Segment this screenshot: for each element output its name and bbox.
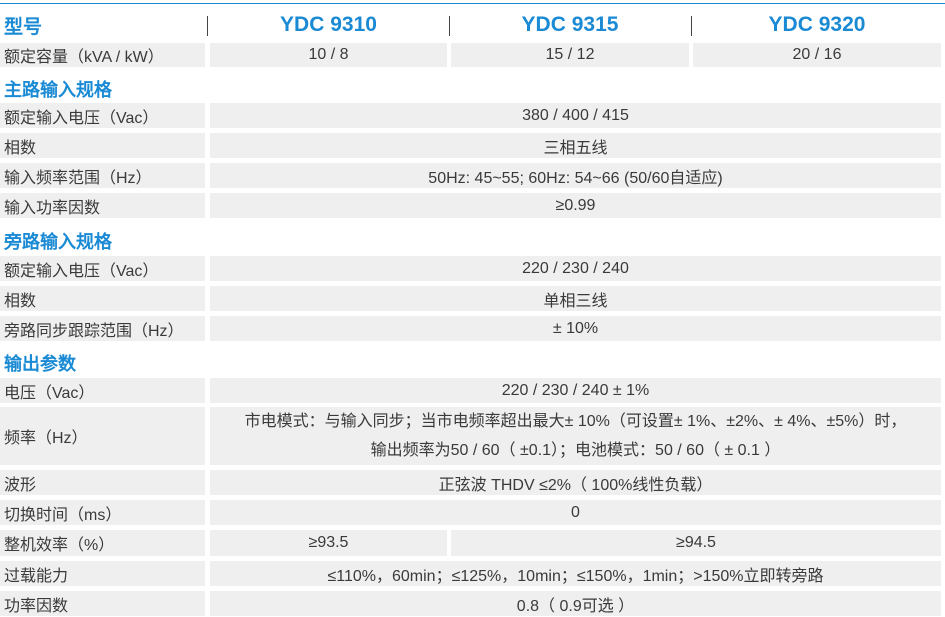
row-value: 正弦波 THDV ≤2%（ 100%线性负载） <box>210 470 941 495</box>
row-label: 输入频率范围（Hz） <box>0 163 205 188</box>
section-title: 旁路输入规格 <box>4 232 112 252</box>
row-value: 0 <box>210 500 941 525</box>
table-row: 频率（Hz） 市电模式：与输入同步；当市电频率超出最大± 10%（可设置± 1%… <box>0 407 945 465</box>
table-row: 额定输入电压（Vac） 380 / 400 / 415 <box>0 103 945 128</box>
row-label: 额定输入电压（Vac） <box>0 256 205 281</box>
model-label: 型号 <box>0 10 205 40</box>
header-row: 型号 YDC 9310 YDC 9315 YDC 9320 <box>0 10 945 40</box>
divider <box>449 16 450 36</box>
value-line: 市电模式：与输入同步；当市电频率超出最大± 10%（可设置± 1%、±2%、± … <box>244 413 907 430</box>
row-value: 市电模式：与输入同步；当市电频率超出最大± 10%（可设置± 1%、±2%、± … <box>210 407 941 465</box>
row-value: 三相五线 <box>210 133 941 158</box>
table-row: 功率因数 0.8（ 0.9可选 ） <box>0 591 945 616</box>
table-row: 相数 单相三线 <box>0 286 945 311</box>
row-label: 相数 <box>0 133 205 158</box>
row-label: 过载能力 <box>0 561 205 586</box>
model-name: YDC 9320 <box>693 10 941 40</box>
value-line: 输出频率为50 / 60（ ±0.1）；电池模式：50 / 60（ ± 0.1 … <box>370 442 781 459</box>
row-value: 50Hz: 45~55; 60Hz: 54~66 (50/60自适应) <box>210 163 941 188</box>
row-label: 切换时间（ms） <box>0 500 205 525</box>
row-label: 频率（Hz） <box>0 407 205 465</box>
row-label: 整机效率（%） <box>0 530 205 556</box>
row-value: ± 10% <box>210 316 941 341</box>
row-label: 旁路同步跟踪范围（Hz） <box>0 316 205 341</box>
table-row: 过载能力 ≤110%，60min；≤125%，10min；≤150%，1min；… <box>0 561 945 586</box>
row-value: ≥93.5 <box>210 530 447 556</box>
row-label: 波形 <box>0 470 205 495</box>
table-row: 旁路同步跟踪范围（Hz） ± 10% <box>0 316 945 341</box>
table-row: 输入功率因数 ≥0.99 <box>0 193 945 218</box>
table-row: 电压（Vac） 220 / 230 / 240 ± 1% <box>0 378 945 403</box>
model-name: YDC 9310 <box>210 10 447 40</box>
table-row: 输入频率范围（Hz） 50Hz: 45~55; 60Hz: 54~66 (50/… <box>0 163 945 188</box>
table-row: 额定输入电压（Vac） 220 / 230 / 240 <box>0 256 945 281</box>
table-row: 波形 正弦波 THDV ≤2%（ 100%线性负载） <box>0 470 945 495</box>
row-value: ≥94.5 <box>451 530 941 556</box>
row-value: 10 / 8 <box>210 43 447 67</box>
model-name: YDC 9315 <box>451 10 689 40</box>
row-label: 电压（Vac） <box>0 378 205 403</box>
top-rule <box>0 3 945 4</box>
row-value: 15 / 12 <box>451 43 689 67</box>
row-value: 0.8（ 0.9可选 ） <box>210 591 941 616</box>
row-value: 20 / 16 <box>693 43 941 67</box>
divider <box>207 16 208 36</box>
divider <box>691 16 692 36</box>
row-label: 输入功率因数 <box>0 193 205 218</box>
row-label: 功率因数 <box>0 591 205 616</box>
table-row: 额定容量（kVA / kW） 10 / 8 15 / 12 20 / 16 <box>0 43 945 67</box>
row-value: ≤110%，60min；≤125%，10min；≤150%，1min；>150%… <box>210 561 941 586</box>
row-value: 380 / 400 / 415 <box>210 103 941 128</box>
row-label: 额定输入电压（Vac） <box>0 103 205 128</box>
row-label: 相数 <box>0 286 205 311</box>
row-value: ≥0.99 <box>210 193 941 218</box>
row-label: 额定容量（kVA / kW） <box>0 43 205 67</box>
row-value: 220 / 230 / 240 ± 1% <box>210 378 941 403</box>
table-row: 相数 三相五线 <box>0 133 945 158</box>
row-value: 单相三线 <box>210 286 941 311</box>
section-title: 输出参数 <box>4 354 76 374</box>
row-value: 220 / 230 / 240 <box>210 256 941 281</box>
section-title: 主路输入规格 <box>4 80 112 100</box>
table-row: 整机效率（%） ≥93.5 ≥94.5 <box>0 530 945 556</box>
table-row: 切换时间（ms） 0 <box>0 500 945 525</box>
